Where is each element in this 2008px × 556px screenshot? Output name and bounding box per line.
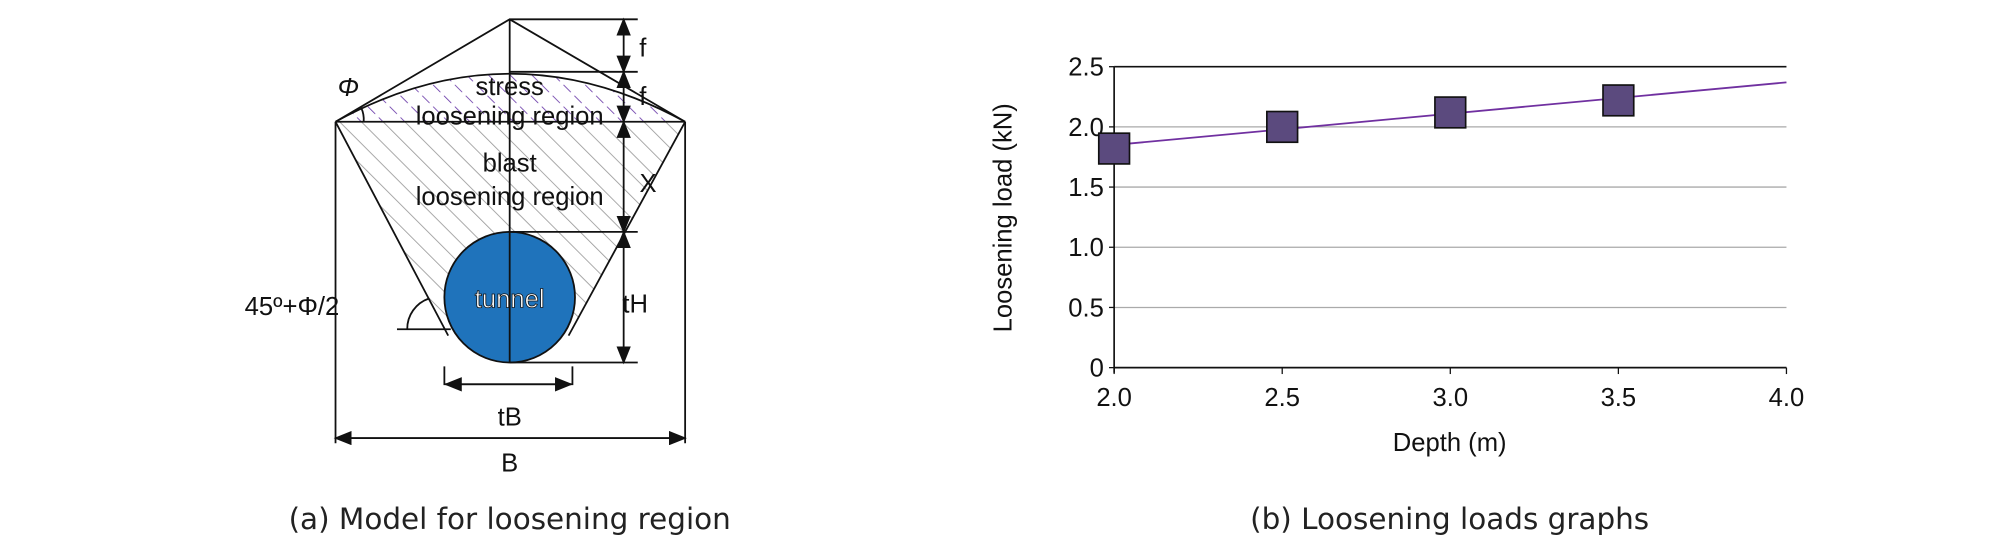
diagram-caption: (a) Model for loosening region xyxy=(289,502,731,536)
y-tick-label: 2.5 xyxy=(1068,54,1104,82)
label-tb: tB xyxy=(498,403,522,431)
x-tick-label: 2.0 xyxy=(1096,384,1132,412)
loosening-load-chart: 0 0.5 1.0 1.5 2.0 2.5 2.0 2.5 3.0 3.5 4.0 Depth (… xyxy=(990,54,1805,536)
label-f-top: f xyxy=(639,34,647,62)
x-axis-label: Depth (m) xyxy=(1393,429,1507,457)
data-point xyxy=(1097,132,1131,165)
label-phi: Φ xyxy=(338,74,359,102)
axes xyxy=(1109,65,1788,375)
x-tick-labels: 2.0 2.5 3.0 3.5 4.0 xyxy=(1096,384,1804,412)
data-point xyxy=(1266,110,1299,144)
label-b: B xyxy=(501,449,518,477)
label-stress-region: loosening region xyxy=(416,102,604,130)
y-tick-labels: 00.51.01.52.02.5 xyxy=(1068,54,1104,383)
data-points xyxy=(1097,84,1635,165)
loosening-region-diagram xyxy=(333,17,687,446)
label-th: tH xyxy=(622,291,648,319)
x-tick-label: 3.0 xyxy=(1432,384,1468,412)
y-tick-label: 1.5 xyxy=(1068,174,1104,202)
label-angle: 45º+Φ/2 xyxy=(245,293,340,321)
label-tunnel: tunnel xyxy=(475,285,545,313)
gridlines xyxy=(1114,126,1787,309)
y-axis-label: Loosening load (kN) xyxy=(990,103,1018,332)
label-blast-region: loosening region xyxy=(416,183,604,211)
y-tick-label: 0 xyxy=(1090,355,1104,383)
y-tick-label: 1.0 xyxy=(1068,234,1104,262)
chart-caption: (b) Loosening loads graphs xyxy=(1250,502,1649,536)
data-point xyxy=(1602,84,1635,117)
diagram-labels: stress loosening region blast loosening … xyxy=(245,34,731,536)
y-tick-label: 0.5 xyxy=(1068,294,1104,322)
label-blast: blast xyxy=(483,150,537,178)
x-tick-label: 2.5 xyxy=(1264,384,1300,412)
x-tick-label: 3.5 xyxy=(1601,384,1637,412)
label-f-mid: f xyxy=(639,83,647,111)
label-x: X xyxy=(639,170,656,198)
label-stress: stress xyxy=(476,73,544,101)
data-point xyxy=(1434,96,1467,129)
x-tick-label: 4.0 xyxy=(1769,384,1805,412)
